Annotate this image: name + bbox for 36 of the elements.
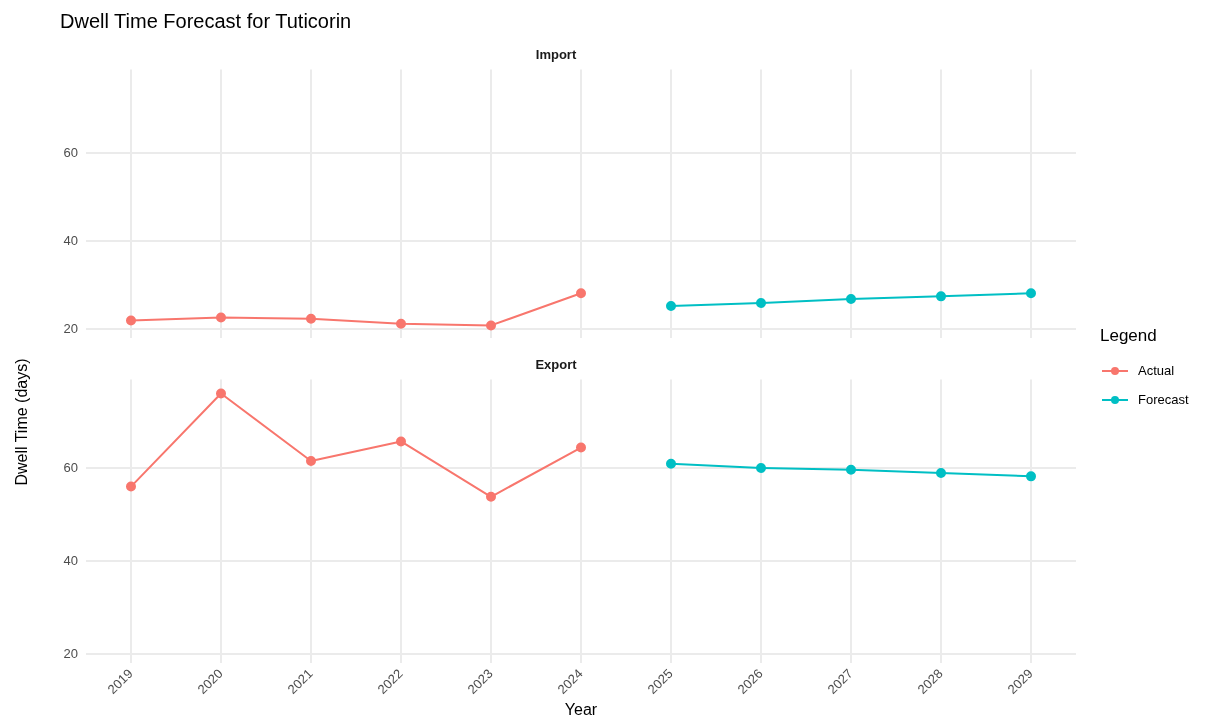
point bbox=[396, 318, 406, 329]
point bbox=[486, 320, 496, 331]
point bbox=[1026, 288, 1036, 299]
y-axis-title: Dwell Time (days) bbox=[13, 357, 31, 488]
point bbox=[126, 315, 136, 326]
point bbox=[216, 388, 226, 399]
y-tick-label: 60 bbox=[63, 144, 78, 160]
point bbox=[576, 442, 586, 453]
point bbox=[306, 313, 316, 324]
legend-title: Legend bbox=[1100, 326, 1158, 346]
y-tick-label: 40 bbox=[63, 552, 78, 568]
point bbox=[486, 491, 496, 502]
point bbox=[756, 297, 766, 308]
y-tick-label: 20 bbox=[63, 320, 78, 336]
point bbox=[936, 291, 946, 302]
point bbox=[666, 301, 676, 312]
chart-title: Export bbox=[535, 357, 578, 373]
legend-label: Forecast bbox=[1138, 392, 1189, 407]
y-tick-label: 60 bbox=[63, 459, 78, 475]
y-tick-label: 40 bbox=[63, 232, 78, 248]
point bbox=[666, 458, 676, 469]
point bbox=[576, 288, 586, 299]
point bbox=[1026, 471, 1036, 482]
point bbox=[396, 436, 406, 447]
point bbox=[126, 481, 136, 492]
point bbox=[846, 294, 856, 305]
point bbox=[846, 464, 856, 475]
point bbox=[756, 462, 766, 473]
legend-label: Actual bbox=[1138, 363, 1175, 378]
y-tick-label: 20 bbox=[63, 645, 78, 661]
chart-title: Dwell Time Forecast for Tuticorin bbox=[60, 10, 352, 33]
point bbox=[306, 456, 316, 466]
point bbox=[936, 468, 946, 479]
point bbox=[216, 312, 226, 323]
x-axis-title: Year bbox=[564, 700, 598, 718]
chart-subtitle: Import bbox=[535, 47, 577, 63]
